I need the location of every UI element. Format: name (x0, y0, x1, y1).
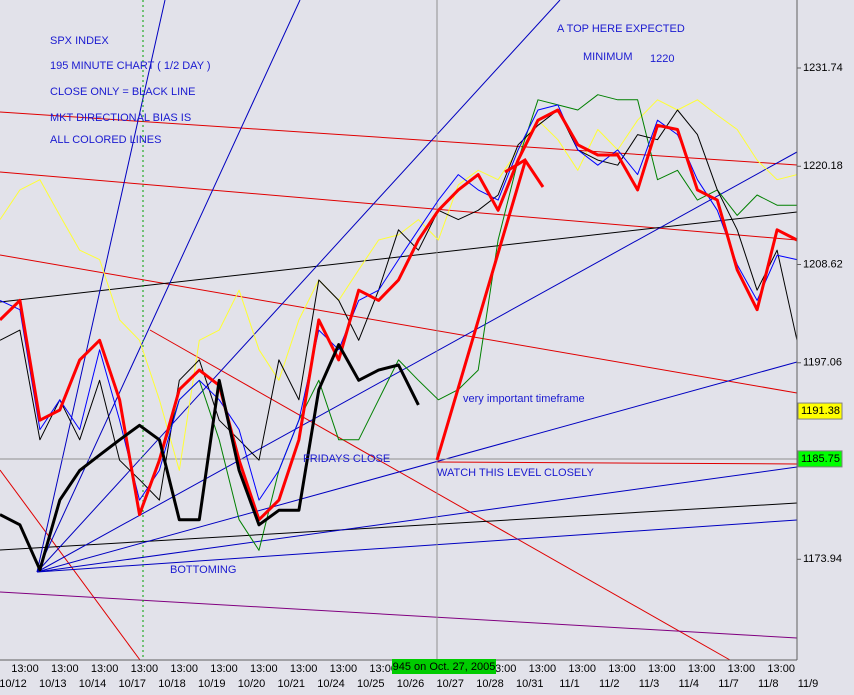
trendline (436, 461, 798, 465)
trendline (36, 361, 798, 573)
x-tick-label: 10/28 (476, 678, 504, 690)
y-tick-label: 1208.62 (803, 258, 843, 270)
x-time-label: 13:00 (330, 663, 358, 675)
price-marker-label: 1191.38 (801, 405, 840, 417)
trendline (0, 111, 798, 166)
trendline (0, 211, 798, 303)
y-tick-label: 1197.06 (803, 357, 842, 369)
x-tick-label: 10/27 (436, 678, 464, 690)
x-time-label: 13:00 (91, 663, 119, 675)
trendline (0, 502, 798, 551)
annotation: BOTTOMING (170, 564, 236, 576)
x-time-label: 13:00 (568, 663, 596, 675)
x-tick-label: 10/20 (238, 678, 266, 690)
annotation: 195 MINUTE CHART ( 1/2 DAY ) (50, 60, 211, 72)
y-tick-label: 1231.74 (803, 62, 843, 74)
cursor-box (392, 659, 496, 674)
x-time-label: 13:00 (767, 663, 795, 675)
x-tick-label: 11/8 (758, 678, 779, 690)
series-layer (0, 94, 798, 572)
arrow (435, 157, 545, 461)
trendline (36, 519, 798, 573)
price-marker (797, 450, 843, 468)
x-tick-label: 10/25 (357, 678, 385, 690)
trendline (36, 0, 561, 573)
x-time-label: 13:00 (648, 663, 676, 675)
annotation: FRIDAYS CLOSE (303, 453, 390, 465)
trendline (0, 254, 798, 394)
annotation: ALL COLORED LINES (50, 134, 161, 146)
trendlines (0, 0, 798, 661)
annotation: WATCH THIS LEVEL CLOSELY (437, 467, 595, 479)
trendline (36, 0, 301, 573)
price-marker-label: 1185.75 (801, 453, 840, 465)
x-tick-label: 11/3 (639, 678, 660, 690)
x-tick-label: 10/14 (79, 678, 107, 690)
annotation: SPX INDEX (50, 35, 109, 47)
trendline (0, 591, 798, 639)
trendline (36, 466, 798, 573)
y-tick-label: 1173.94 (803, 553, 842, 565)
annotation: MKT DIRECTIONAL BIAS IS (50, 112, 191, 124)
x-tick-label: 10/21 (277, 678, 305, 690)
trendline (0, 171, 798, 241)
x-time-label: 13:00 (11, 663, 39, 675)
x-tick-label: 10/18 (158, 678, 186, 690)
x-tick-label: 10/12 (0, 678, 27, 690)
x-tick-label: 10/26 (397, 678, 425, 690)
x-tick-label: 11/2 (599, 678, 620, 690)
x-time-label: 13:00 (728, 663, 756, 675)
x-time-label: 13:00 (529, 663, 557, 675)
x-time-label: 13:00 (688, 663, 716, 675)
series-line (0, 99, 798, 471)
trendline (36, 0, 166, 573)
annotation: MINIMUM (583, 51, 633, 63)
x-tick-label: 10/19 (198, 678, 226, 690)
trendline (36, 151, 798, 573)
annotation: A TOP HERE EXPECTED (557, 23, 685, 35)
x-time-label: 13:00 (250, 663, 278, 675)
x-tick-label: 11/4 (678, 678, 699, 690)
axes-layer: 1173.94 1197.06 1208.62 1220.18 1231.74 1191.… (0, 23, 843, 690)
x-time-label: 13:00 (369, 663, 397, 675)
annotation: 1220 (650, 53, 674, 65)
price-marker (797, 402, 843, 420)
series-line (158, 94, 797, 551)
x-tick-label: 10/24 (317, 678, 345, 690)
cursor-label: 945 on Oct. 27, 2005 (393, 661, 496, 673)
x-tick-label: 10/17 (118, 678, 146, 690)
annotation: CLOSE ONLY = BLACK LINE (50, 86, 195, 98)
arrow-shaft (435, 161, 527, 461)
annotation: very important timeframe (463, 393, 585, 405)
x-tick-label: 11/9 (798, 678, 819, 690)
x-time-label: 13:00 (51, 663, 79, 675)
x-time-label: 13:00 (170, 663, 198, 675)
trendline (149, 329, 731, 661)
series-line (0, 343, 420, 572)
x-time-label: 13:00 (608, 663, 636, 675)
x-tick-label: 10/31 (516, 678, 544, 690)
x-time-label: 13:00 (210, 663, 238, 675)
x-tick-label: 10/13 (39, 678, 67, 690)
arrow-head (504, 157, 545, 188)
x-tick-label: 11/1 (559, 678, 580, 690)
series-line (0, 108, 798, 522)
x-time-label: 13:00 (290, 663, 318, 675)
x-tick-label: 11/7 (718, 678, 739, 690)
trendline (0, 469, 141, 661)
x-time-label: 13:00 (131, 663, 159, 675)
y-tick-label: 1220.18 (803, 160, 843, 172)
